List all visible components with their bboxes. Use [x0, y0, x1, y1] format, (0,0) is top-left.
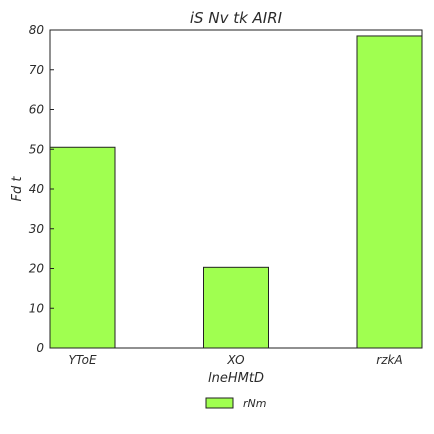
y-tick-label: 60 [29, 103, 45, 117]
bar-rzka [357, 36, 422, 348]
legend: rNm [206, 397, 266, 410]
legend-label: rNm [243, 397, 266, 410]
y-tick-label: 80 [29, 23, 45, 37]
legend-swatch [206, 398, 233, 408]
y-tick-label: 0 [36, 341, 44, 355]
x-axis-label: lneHMtD [208, 371, 264, 386]
x-axis-ticks: YToE XO rzkA [68, 353, 402, 367]
y-tick-label: 30 [29, 222, 45, 236]
y-tick-label: 20 [29, 262, 45, 276]
bar-xo [204, 267, 269, 348]
y-tick-label: 70 [29, 63, 45, 77]
bars-layer [50, 36, 422, 348]
y-axis-label: Fd t [10, 176, 25, 202]
chart-title: iS Nv tk AIRI [190, 9, 283, 27]
x-tick-label: rzkA [376, 353, 402, 367]
y-tick-label: 50 [29, 142, 45, 156]
y-tick-label: 10 [29, 301, 45, 315]
x-tick-label: XO [226, 353, 244, 367]
bar-ytoe [50, 147, 115, 348]
x-tick-label: YToE [68, 353, 97, 367]
y-tick-label: 40 [29, 182, 45, 196]
